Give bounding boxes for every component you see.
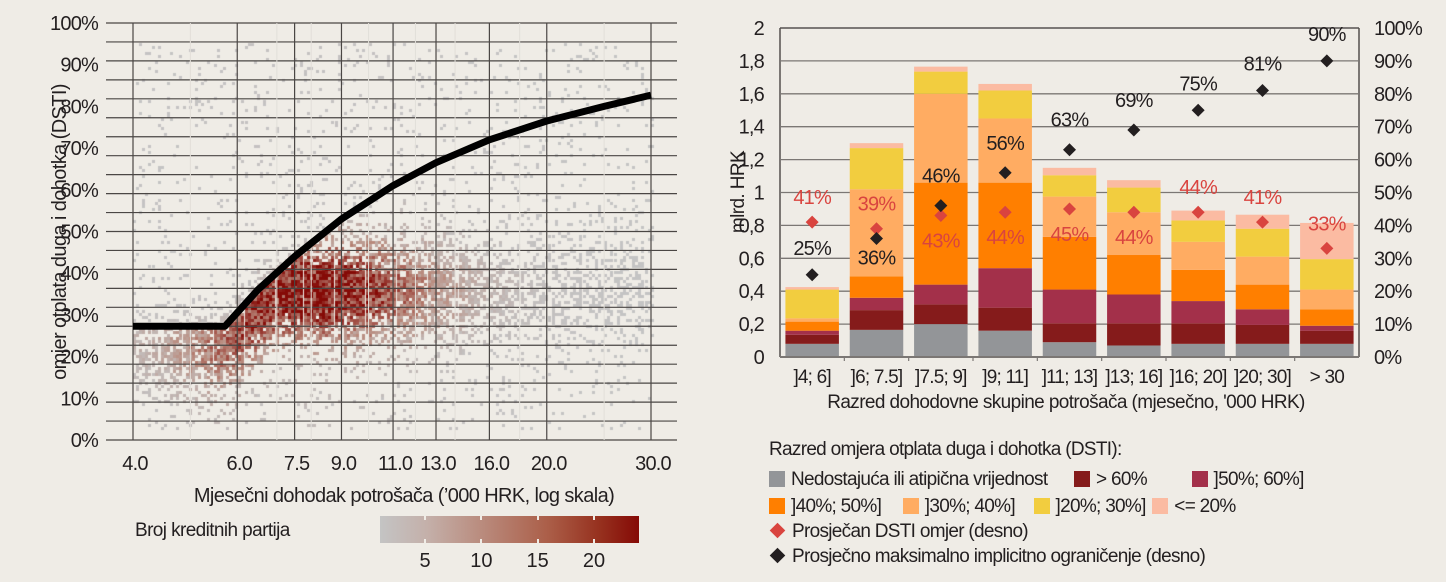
colorbar-tick-label: 20	[583, 550, 605, 572]
left-gridlines	[106, 22, 677, 441]
legend-swatch-missing	[769, 471, 785, 487]
left-x-tick-label: 6.0	[227, 453, 253, 475]
legend-label-50-60: ]50%; 60%]	[1213, 469, 1305, 490]
colorbar-tick-mark	[536, 539, 539, 543]
colorbar-tick-mark	[480, 516, 483, 520]
colorbar-tick-mark	[424, 516, 427, 520]
legend-label-gt60: > 60%	[1096, 469, 1148, 490]
black-diamond-icon	[769, 547, 786, 564]
left-x-tick-label: 20.0	[531, 453, 567, 475]
left-x-tick-label: 7.5	[284, 453, 310, 475]
colorbar-tick-label: 15	[527, 550, 549, 572]
colorbar-tick-label: 10	[470, 550, 492, 572]
legend-label-40-50: ]40%; 50%]	[791, 496, 882, 517]
legend-row-1: Nedostajuća ili atipična vrijednost > 60…	[769, 469, 1304, 491]
legend-label-avg-dsti: Prosječan DSTI omjer (desno)	[792, 521, 1029, 542]
legend-swatch-40-50	[769, 498, 785, 514]
colorbar-tick-mark	[592, 539, 595, 543]
legend-item-20-30: ]20%; 30%]	[1033, 496, 1147, 517]
legend-label-30-40: ]30%; 40%]	[924, 496, 1016, 517]
limit-curve-layer	[133, 91, 652, 330]
left-y-tick-label: 10%	[60, 388, 99, 410]
left-y-tick-label: 90%	[60, 55, 99, 77]
legend-item-50-60: ]50%; 60%]	[1191, 469, 1305, 490]
left-x-tick-label: 16.0	[474, 453, 510, 475]
colorbar-tick-labels: 5 10 15 20	[419, 550, 605, 572]
red-diamond-icon	[769, 522, 786, 539]
left-x-tick-label: 4.0	[122, 453, 148, 475]
legend-row-2: ]40%; 50%] ]30%; 40%] ]20%; 30%] <= 20%	[769, 496, 1236, 518]
colorbar-tick-mark	[480, 539, 483, 543]
left-y-tick-label: 40%	[60, 263, 99, 285]
colorbar-label: Broj kreditnih partija	[135, 520, 291, 541]
colorbar	[380, 516, 639, 543]
legend-label-missing: Nedostajuća ili atipična vrijednost	[791, 469, 1048, 490]
left-x-tick-labels: 4.0 6.0 7.5 9.0 11.0 13.0 16.0 20.0 30.0	[122, 453, 672, 475]
left-x-tick-label: 13.0	[420, 453, 456, 475]
legend-swatch-le20	[1152, 498, 1169, 514]
legend-item-gt60: > 60%	[1074, 469, 1148, 490]
left-y-tick-label: 50%	[60, 222, 99, 244]
legend-item-40-50: ]40%; 50%]	[769, 496, 882, 517]
legend-swatch-20-30	[1033, 498, 1050, 514]
legend-swatch-50-60	[1191, 471, 1208, 487]
legend-label-20-30: ]20%; 30%]	[1055, 496, 1147, 517]
colorbar-tick-label: 5	[419, 550, 430, 572]
colorbar-tick-mark	[592, 516, 595, 520]
colorbar-tick-mark	[536, 516, 539, 520]
left-x-tick-label: 9.0	[331, 453, 357, 475]
left-y-tick-label: 60%	[60, 180, 99, 202]
legend-label-le20: <= 20%	[1174, 496, 1236, 517]
legend-swatch-30-40	[902, 498, 919, 514]
legend-item-missing: Nedostajuća ili atipična vrijednost	[769, 469, 1048, 490]
legend-title-text: Razred omjera otplata duga i dohotka (DS…	[769, 439, 1122, 460]
legend-item-30-40: ]30%; 40%]	[902, 496, 1016, 517]
left-y-tick-label: 70%	[60, 138, 99, 160]
legend-label-avg-limit: Prosječno maksimalno implicitno ograniče…	[792, 546, 1206, 567]
legend-row-4: Prosječno maksimalno implicitno ograniče…	[769, 546, 1206, 568]
left-y-tick-label: 20%	[60, 347, 99, 369]
limit-curve-line	[133, 91, 652, 330]
left-y-tick-label: 80%	[60, 96, 99, 118]
colorbar-tick-mark	[424, 539, 427, 543]
left-y-tick-labels: 0% 10% 20% 30% 40% 50% 60% 70% 80% 90% 100%	[50, 13, 100, 452]
left-x-tick-label: 30.0	[635, 453, 671, 475]
legend-swatch-gt60	[1074, 471, 1091, 487]
legend-row-3: Prosječan DSTI omjer (desno)	[769, 521, 1029, 543]
left-y-tick-label: 0%	[71, 430, 99, 452]
legend-title: Razred omjera otplata duga i dohotka (DS…	[769, 439, 1122, 461]
left-x-axis-label: Mjesečni dohodak potrošača (’000 HRK, lo…	[194, 485, 614, 507]
left-y-tick-label: 30%	[60, 305, 99, 327]
left-y-tick-label: 100%	[50, 13, 99, 35]
left-x-tick-label: 11.0	[378, 453, 413, 475]
left-y-axis-label: omjer otplata duga i dohotka (DSTI)	[49, 84, 71, 380]
legend-item-le20: <= 20%	[1152, 496, 1236, 517]
